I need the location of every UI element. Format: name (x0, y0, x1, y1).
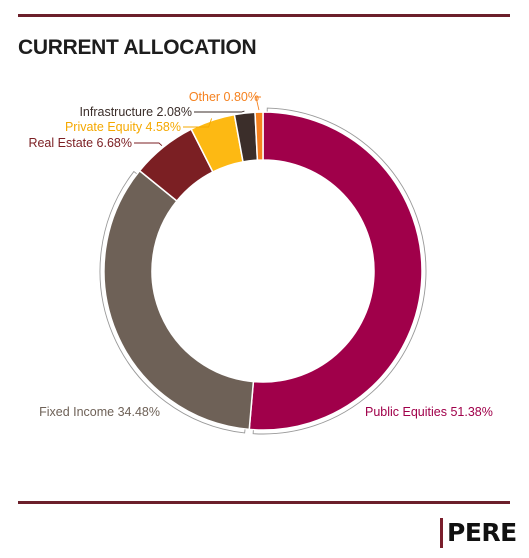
leader-line-infrastructure (194, 110, 245, 113)
logo-text: PERE (447, 518, 517, 547)
logo-bar (440, 518, 443, 548)
leader-line-other (255, 96, 261, 111)
bottom-divider (18, 501, 510, 504)
label-real-estate: Real Estate 6.68% (28, 136, 132, 150)
allocation-donut-chart: Public Equities 51.38% Fixed Income 34.48… (28, 90, 493, 435)
top-divider (18, 14, 510, 17)
leader-line-private-equity (183, 118, 213, 128)
slice-fixed-income (103, 169, 255, 431)
leader-line-real-estate (134, 142, 163, 147)
label-fixed-income: Fixed Income 34.48% (39, 405, 160, 419)
label-other: Other 0.80% (189, 90, 259, 104)
bracket-public-equities (252, 107, 427, 435)
label-infrastructure: Infrastructure 2.08% (79, 105, 192, 119)
label-public-equities: Public Equities 51.38% (365, 405, 493, 419)
page-title: CURRENT ALLOCATION (18, 36, 257, 59)
slice-other (254, 111, 264, 161)
bracket-fixed-income (99, 170, 246, 434)
pere-logo: PERE (440, 518, 517, 548)
label-private-equity: Private Equity 4.58% (65, 120, 181, 134)
slice-public-equities (248, 111, 423, 431)
